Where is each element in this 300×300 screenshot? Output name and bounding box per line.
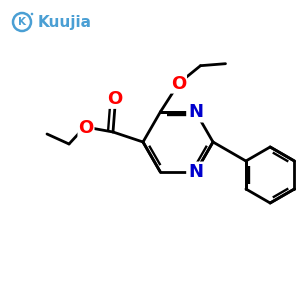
Text: N: N [188, 103, 203, 121]
Text: Kuujia: Kuujia [38, 14, 92, 29]
Text: K: K [18, 17, 26, 27]
Circle shape [31, 13, 33, 15]
Text: O: O [107, 90, 123, 108]
Text: O: O [78, 119, 94, 137]
Text: O: O [171, 75, 186, 93]
Text: N: N [188, 163, 203, 181]
